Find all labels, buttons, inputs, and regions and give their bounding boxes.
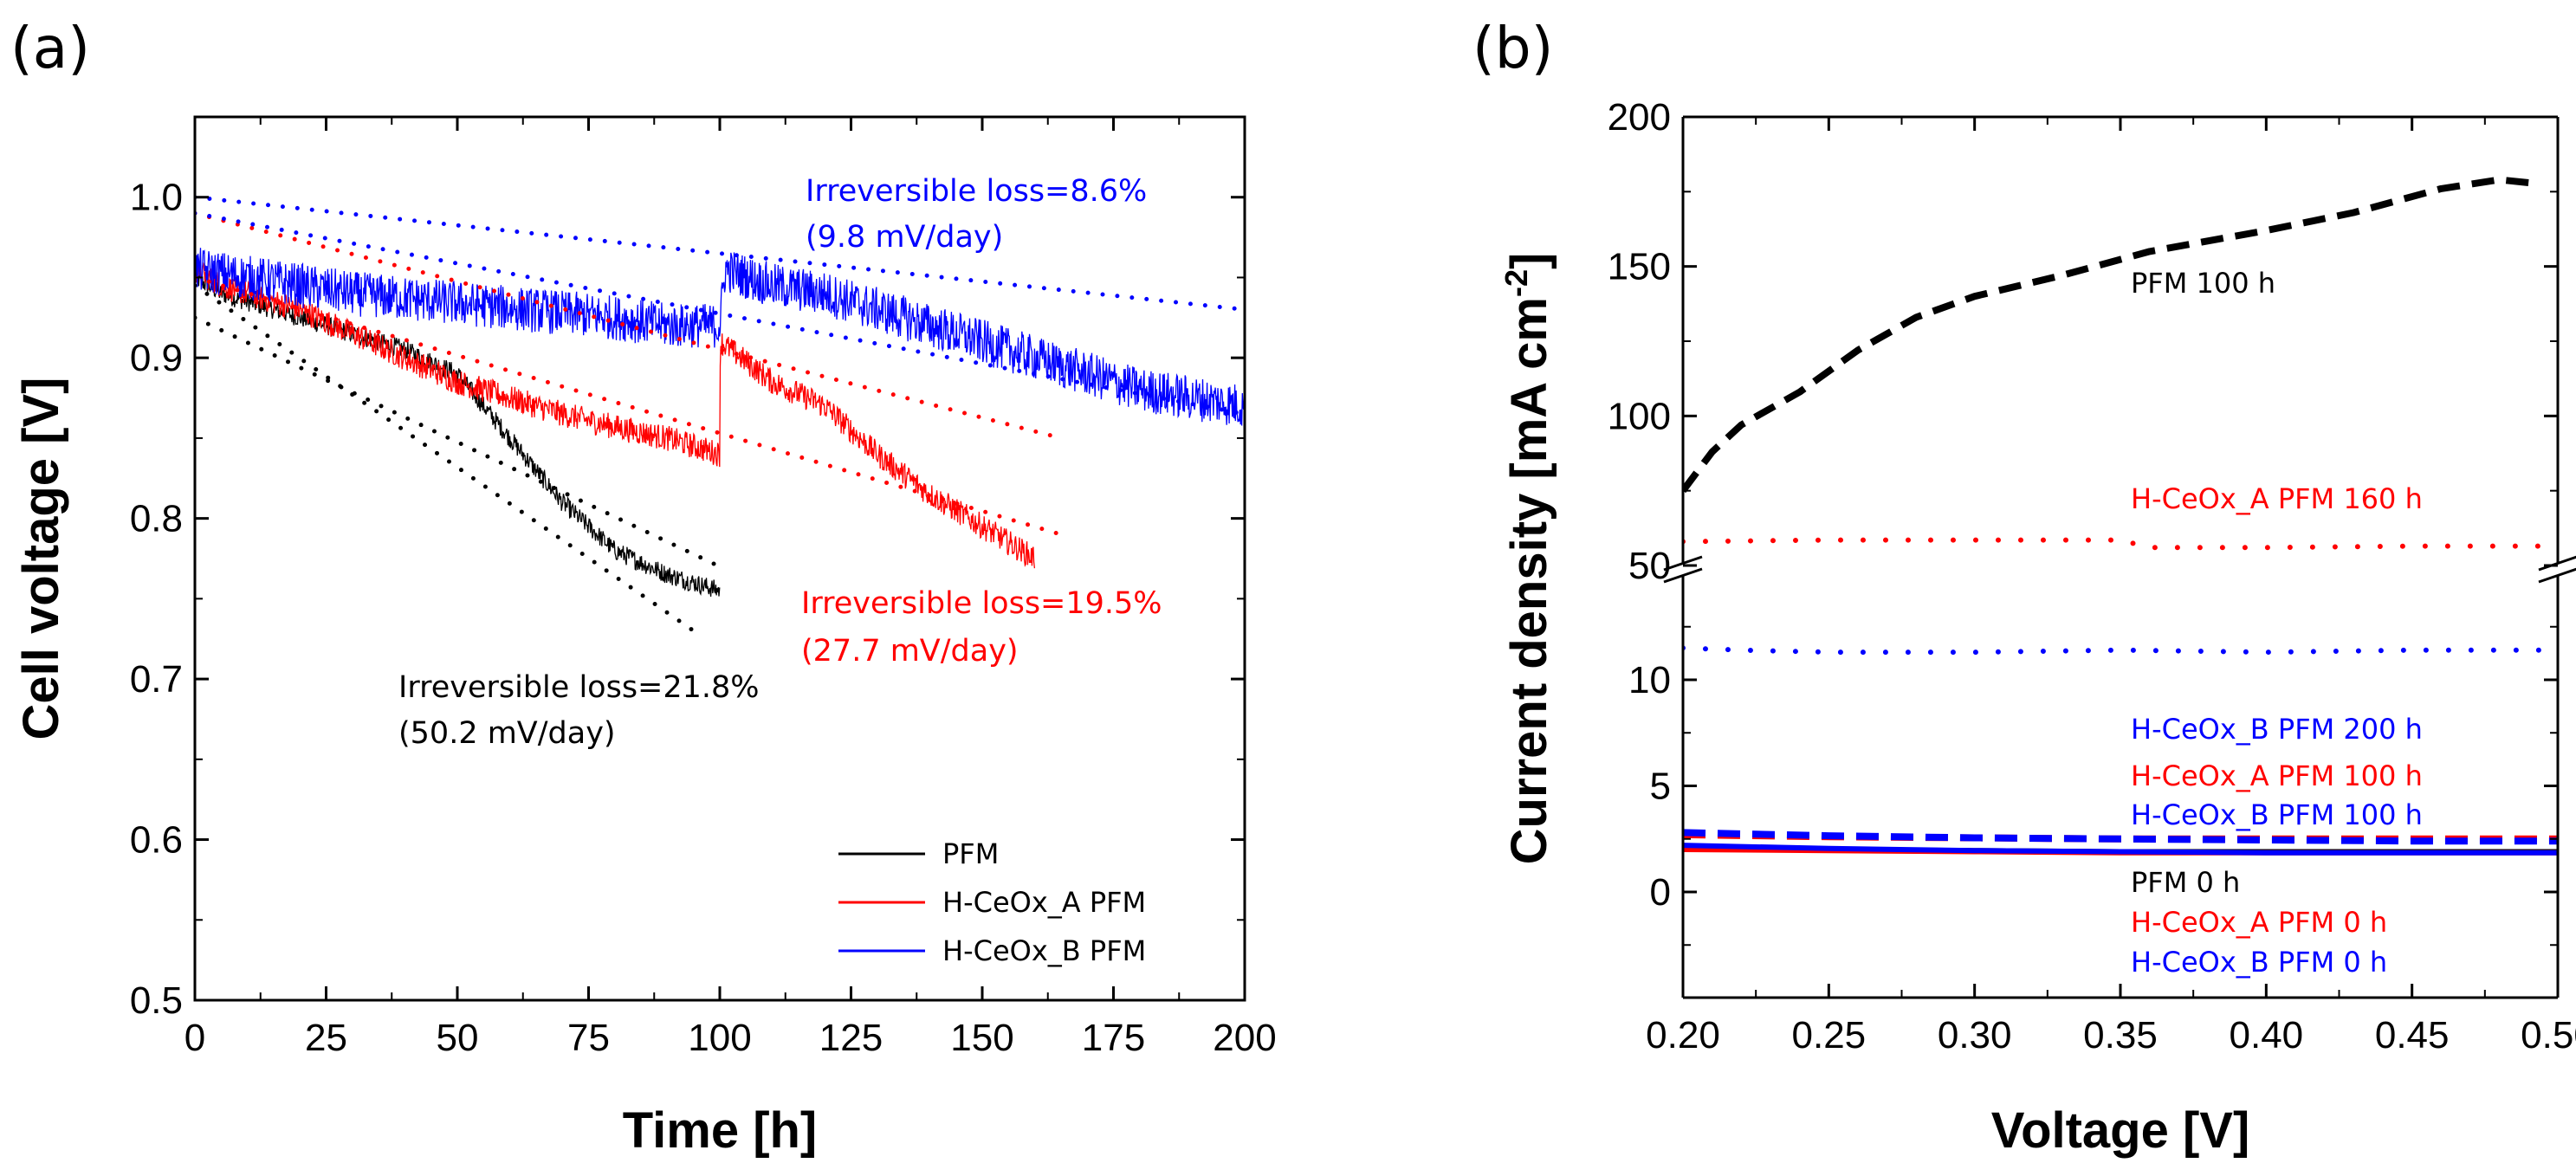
label-pfm-100h: PFM 100 h bbox=[2131, 267, 2275, 300]
curve-h-ceox-b-pfm-200-h bbox=[1683, 645, 2558, 656]
y-tick-label-b-5: 5 bbox=[1650, 766, 1671, 808]
annotation-blue-rate: (9.8 mV/day) bbox=[806, 220, 1003, 255]
panel-a-frame bbox=[193, 115, 1246, 1002]
annotation-blue-loss: Irreversible loss=8.6% bbox=[806, 174, 1147, 209]
y-tick-label-a-0.7: 0.7 bbox=[130, 658, 183, 701]
annotation-black-rate: (50.2 mV/day) bbox=[398, 716, 616, 751]
panel-b-frame bbox=[1681, 115, 2560, 999]
x-tick-label-a-175: 175 bbox=[1082, 1017, 1145, 1059]
x-tick-label-a-75: 75 bbox=[567, 1017, 610, 1059]
panel-b-y-axis-title: Current density [mA cm-2] bbox=[1498, 253, 1557, 865]
curve-pfm-100-h bbox=[1683, 176, 2529, 494]
y-tick-label-b-150: 150 bbox=[1608, 246, 1671, 288]
annotation-red-loss: Irreversible loss=19.5% bbox=[801, 586, 1162, 621]
x-tick-label-a-150: 150 bbox=[950, 1017, 1013, 1059]
label-ceox-a-160h: H-CeOx_A PFM 160 h bbox=[2131, 482, 2423, 515]
annotation-black-loss: Irreversible loss=21.8% bbox=[398, 670, 760, 705]
fit-line-h-ceox-a-pfm-2 bbox=[195, 210, 1064, 441]
panel-b-x-axis-title: Voltage [V] bbox=[1991, 1102, 2250, 1159]
panel-b-plot-area bbox=[1683, 176, 2558, 856]
label-ceox-a-0h: H-CeOx_A PFM 0 h bbox=[2131, 906, 2387, 939]
panel-a-ticks: 0 25 50 75 100 125 150 175 200 0.5 0.6 0.7 0.8 0.9 1.0 bbox=[130, 116, 1277, 1059]
panel-a-y-axis-title: Cell voltage [V] bbox=[13, 378, 69, 740]
x-tick-label-a-125: 125 bbox=[819, 1017, 883, 1059]
panel-a-plot-area bbox=[195, 248, 1245, 598]
label-ceox-b-0h: H-CeOx_B PFM 0 h bbox=[2131, 946, 2387, 979]
panel-a-fit-lines bbox=[195, 195, 1245, 633]
x-tick-label-b-4: 0.40 bbox=[2230, 1014, 2304, 1056]
fit-line-pfm-0 bbox=[195, 315, 722, 569]
x-tick-label-a-50: 50 bbox=[437, 1017, 479, 1059]
x-tick-label-b-2: 0.30 bbox=[1938, 1014, 2012, 1056]
fit-line-h-ceox-b-pfm-4 bbox=[195, 195, 1245, 313]
y-tick-label-a-0.9: 0.9 bbox=[130, 337, 183, 379]
y-tick-label-a-1: 1.0 bbox=[130, 177, 183, 219]
x-tick-label-b-1: 0.25 bbox=[1792, 1014, 1867, 1056]
panel-a: (a) 0 25 50 75 100 125 150 175 200 0.5 0.6 0.7 0.8 0.… bbox=[10, 15, 1277, 1159]
x-tick-label-b-0: 0.20 bbox=[1646, 1014, 1720, 1056]
x-tick-label-b-6: 0.50 bbox=[2521, 1014, 2576, 1056]
y-tick-label-b-10: 10 bbox=[1628, 659, 1671, 701]
y-tick-label-b-100: 100 bbox=[1608, 395, 1671, 437]
label-pfm-0h: PFM 0 h bbox=[2131, 866, 2240, 899]
series-h-ceox-a-pfm bbox=[195, 260, 1036, 569]
x-tick-label-a-200: 200 bbox=[1213, 1017, 1276, 1059]
y-tick-label-b-0: 0 bbox=[1650, 871, 1671, 914]
curve-h-ceox-b-pfm-0-h bbox=[1683, 843, 2558, 856]
fit-line-pfm-1 bbox=[195, 283, 696, 633]
panel-a-legend: PFM H-CeOx_A PFM H-CeOx_B PFM bbox=[838, 837, 1146, 967]
y-tick-label-b-50: 50 bbox=[1628, 545, 1671, 587]
label-ceox-b-200h: H-CeOx_B PFM 200 h bbox=[2131, 713, 2423, 746]
curve-h-ceox-b-pfm-100-h bbox=[1683, 829, 2558, 845]
y-tick-label-a-0.8: 0.8 bbox=[130, 498, 183, 540]
panel-b-label: (b) bbox=[1472, 15, 1553, 81]
x-tick-label-a-0: 0 bbox=[184, 1017, 205, 1059]
annotation-red-rate: (27.7 mV/day) bbox=[801, 634, 1019, 669]
x-tick-label-b-5: 0.45 bbox=[2375, 1014, 2450, 1056]
fit-line-h-ceox-a-pfm-3 bbox=[195, 275, 1064, 537]
x-tick-label-b-3: 0.35 bbox=[2083, 1014, 2158, 1056]
fit-line-h-ceox-b-pfm-5 bbox=[195, 210, 1245, 417]
axis-break-marks bbox=[1663, 555, 2576, 584]
panel-a-label: (a) bbox=[10, 15, 90, 81]
legend-label-ceox-a: H-CeOx_A PFM bbox=[942, 886, 1146, 919]
y-tick-label-b-200: 200 bbox=[1608, 96, 1671, 139]
series-h-ceox-b-pfm bbox=[195, 248, 1245, 426]
x-tick-label-a-100: 100 bbox=[688, 1017, 751, 1059]
label-ceox-b-100h: H-CeOx_B PFM 100 h bbox=[2131, 798, 2423, 831]
y-tick-label-a-0.5: 0.5 bbox=[130, 979, 183, 1022]
y-tick-label-a-0.6: 0.6 bbox=[130, 819, 183, 862]
legend-label-pfm: PFM bbox=[942, 837, 999, 870]
legend-label-ceox-b: H-CeOx_B PFM bbox=[942, 934, 1146, 967]
panel-b-ticks: 0.20 0.25 0.30 0.35 0.40 0.45 0.50 50 100 150 200 0… bbox=[1608, 96, 2576, 1056]
label-ceox-a-100h: H-CeOx_A PFM 100 h bbox=[2131, 759, 2423, 792]
panel-b: (b) 0.200.250.300.350.400.450.5050100150… bbox=[1472, 15, 2576, 1159]
x-tick-label-a-25: 25 bbox=[305, 1017, 347, 1059]
panel-a-x-axis-title: Time [h] bbox=[623, 1102, 818, 1159]
curve-h-ceox-a-pfm-160-h bbox=[1683, 537, 2558, 551]
